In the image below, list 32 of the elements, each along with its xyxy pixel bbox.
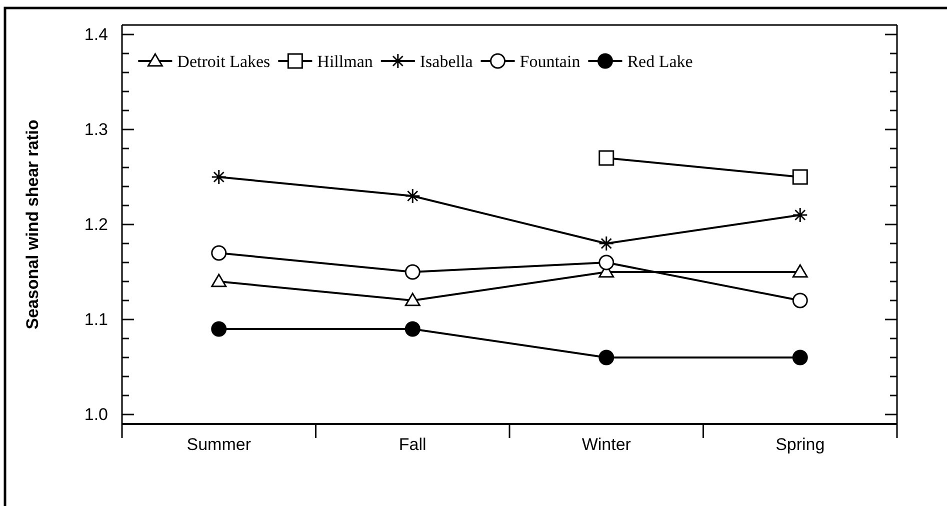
point (598, 350, 614, 366)
y-tick-label: 1.2 (84, 214, 108, 234)
point (792, 350, 808, 366)
point (211, 321, 227, 337)
legend-label: Fountain (520, 52, 581, 71)
point (792, 292, 808, 308)
point (598, 236, 614, 252)
point (211, 274, 227, 288)
point (404, 321, 420, 337)
legend-label: Hillman (317, 52, 374, 71)
y-axis-title: Seasonal wind shear ratio (23, 120, 42, 330)
point (404, 264, 420, 280)
y-tick-label: 1.1 (84, 310, 108, 329)
legend-label: Detroit Lakes (177, 52, 270, 71)
point (211, 169, 227, 185)
legend-label: Isabella (420, 52, 474, 71)
x-tick-label: Fall (398, 435, 426, 454)
point (792, 264, 808, 278)
point (404, 292, 420, 306)
y-tick-label: 1.4 (84, 24, 108, 44)
point (598, 150, 614, 166)
point (792, 207, 808, 223)
point (404, 188, 420, 204)
point (211, 245, 227, 261)
point (792, 169, 808, 185)
x-tick-label: Spring (776, 435, 825, 454)
legend-label: Red Lake (627, 52, 693, 71)
x-tick-label: Summer (186, 435, 252, 454)
y-tick-label: 1.3 (84, 120, 108, 139)
x-tick-label: Winter (582, 435, 632, 454)
y-tick-label: 1.0 (84, 404, 108, 424)
point (598, 254, 614, 270)
